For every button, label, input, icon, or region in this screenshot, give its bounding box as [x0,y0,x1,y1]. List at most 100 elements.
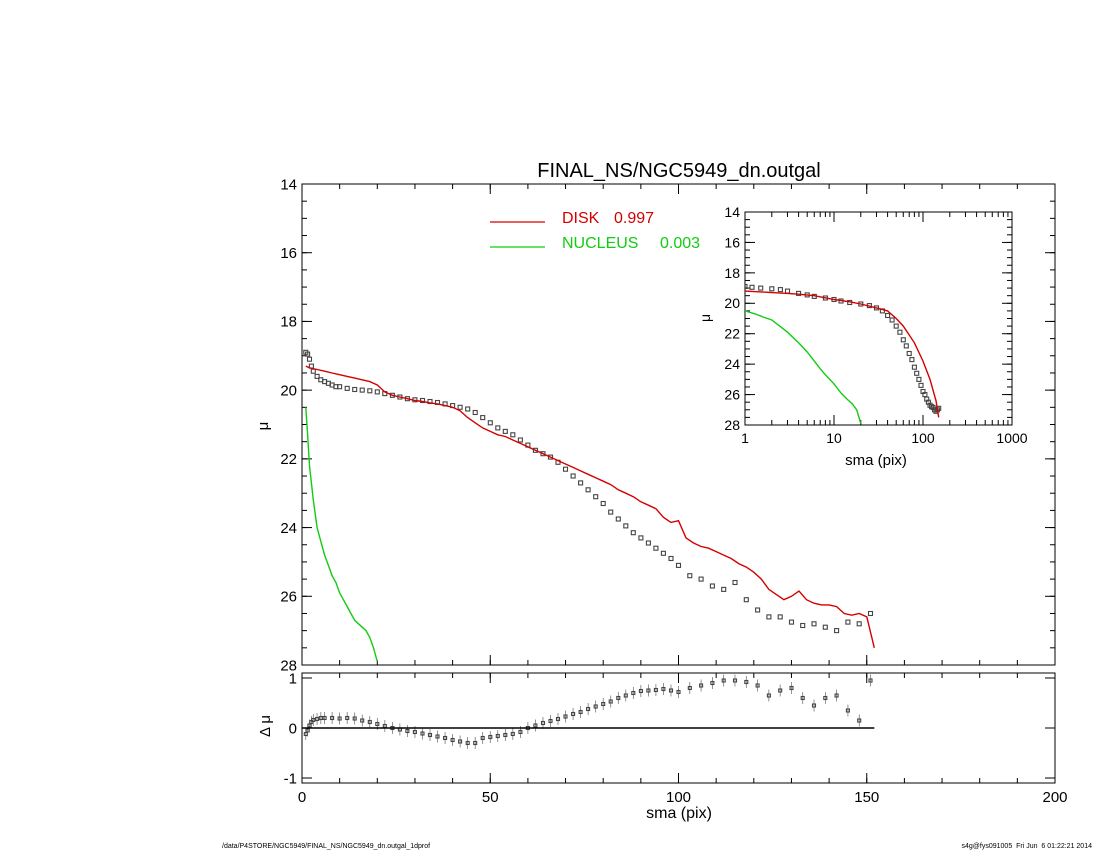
data-point [548,718,553,724]
data-point [352,386,358,393]
series-line-disk [745,290,940,418]
data-point [571,711,576,717]
inset-x-axis-label: sma (pix) [845,452,907,469]
y-tick-label: 18 [724,265,740,281]
data-point [405,728,410,734]
data-point [777,614,783,620]
y-tick-label: 14 [280,176,297,193]
data-point [638,535,644,541]
data-point [766,693,771,698]
y-tick-label: 26 [280,589,297,606]
data-point [646,688,651,693]
data-point [811,621,817,627]
y-tick-label: 14 [724,204,740,220]
data-point [789,685,794,691]
data-point [608,699,613,704]
data-point [615,516,621,522]
data-point [687,573,693,579]
y-tick-label: 22 [280,451,297,468]
y-tick-label: 18 [280,314,297,331]
data-point [310,368,316,374]
y-tick-label: 20 [280,382,297,399]
data-point [676,689,681,695]
data-point [631,690,636,696]
data-point [661,686,666,692]
data-point [608,509,614,515]
residual-series [302,674,875,749]
data-point [318,715,323,721]
y-tick-label: 1 [289,670,297,687]
data-point [563,714,568,719]
data-point [653,545,659,551]
data-point [758,285,764,291]
data-point [845,708,850,713]
data-point [518,729,523,735]
data-point [435,734,440,739]
data-point [367,719,372,725]
x-tick-label: 100 [911,430,935,446]
x-tick-label: 100 [666,789,691,806]
data-point [472,409,478,416]
data-point [337,384,343,390]
data-point [645,540,651,546]
y-tick-label: 24 [280,520,297,537]
series-line-disk [305,365,875,648]
data-point [344,385,350,391]
data-point [510,731,515,737]
y-tick-label: 24 [724,356,740,372]
legend: DISK 0.997 NUCLEUS 0.003 [490,210,700,252]
legend-label-nucleus: NUCLEUS [562,235,638,252]
data-point [337,716,342,721]
data-point [721,678,726,683]
data-point [698,576,704,582]
data-point [755,683,760,688]
data-point [800,622,806,629]
data-point [315,716,320,722]
series-clip-group [745,283,942,424]
data-point [502,428,508,434]
data-point [911,364,917,370]
data-point [623,693,628,698]
data-point [495,425,501,431]
data-point [306,356,313,362]
data-point [480,735,485,741]
data-point [473,740,478,746]
series-line-nucleus [745,310,862,424]
data-point [721,586,727,592]
data-point [834,693,839,698]
data-point [630,530,636,536]
series-line-nucleus [305,407,378,662]
data-point [744,679,749,685]
chart-title: FINAL_NS/NGC5949_dn.outgal [537,160,821,182]
data-point [420,731,425,736]
data-point [623,523,629,529]
x-tick-label: 10 [826,430,842,446]
data-point [687,685,692,691]
data-point [562,466,569,472]
data-point [305,351,311,357]
data-point [585,487,591,493]
data-point [578,480,584,486]
data-point [885,312,891,319]
data-point [578,709,583,715]
data-point [749,284,755,290]
data-point [788,619,795,625]
data-point [732,579,738,586]
data-point [457,404,463,410]
data-point [314,373,320,379]
series-clip-group [302,674,875,749]
data-point [889,317,895,323]
y-tick-label: 16 [280,245,297,262]
data-point [305,728,310,733]
data-point [811,703,817,708]
data-point [755,607,761,613]
data-point [532,447,538,453]
data-point [823,695,828,701]
data-point [480,415,486,421]
data-point [909,357,915,363]
residual-x-axis-label: sma (pix) [646,805,712,822]
data-point [593,494,599,500]
x-tick-label: 200 [1042,789,1067,806]
data-point [570,473,576,479]
legend-value-disk: 0.997 [614,210,654,227]
